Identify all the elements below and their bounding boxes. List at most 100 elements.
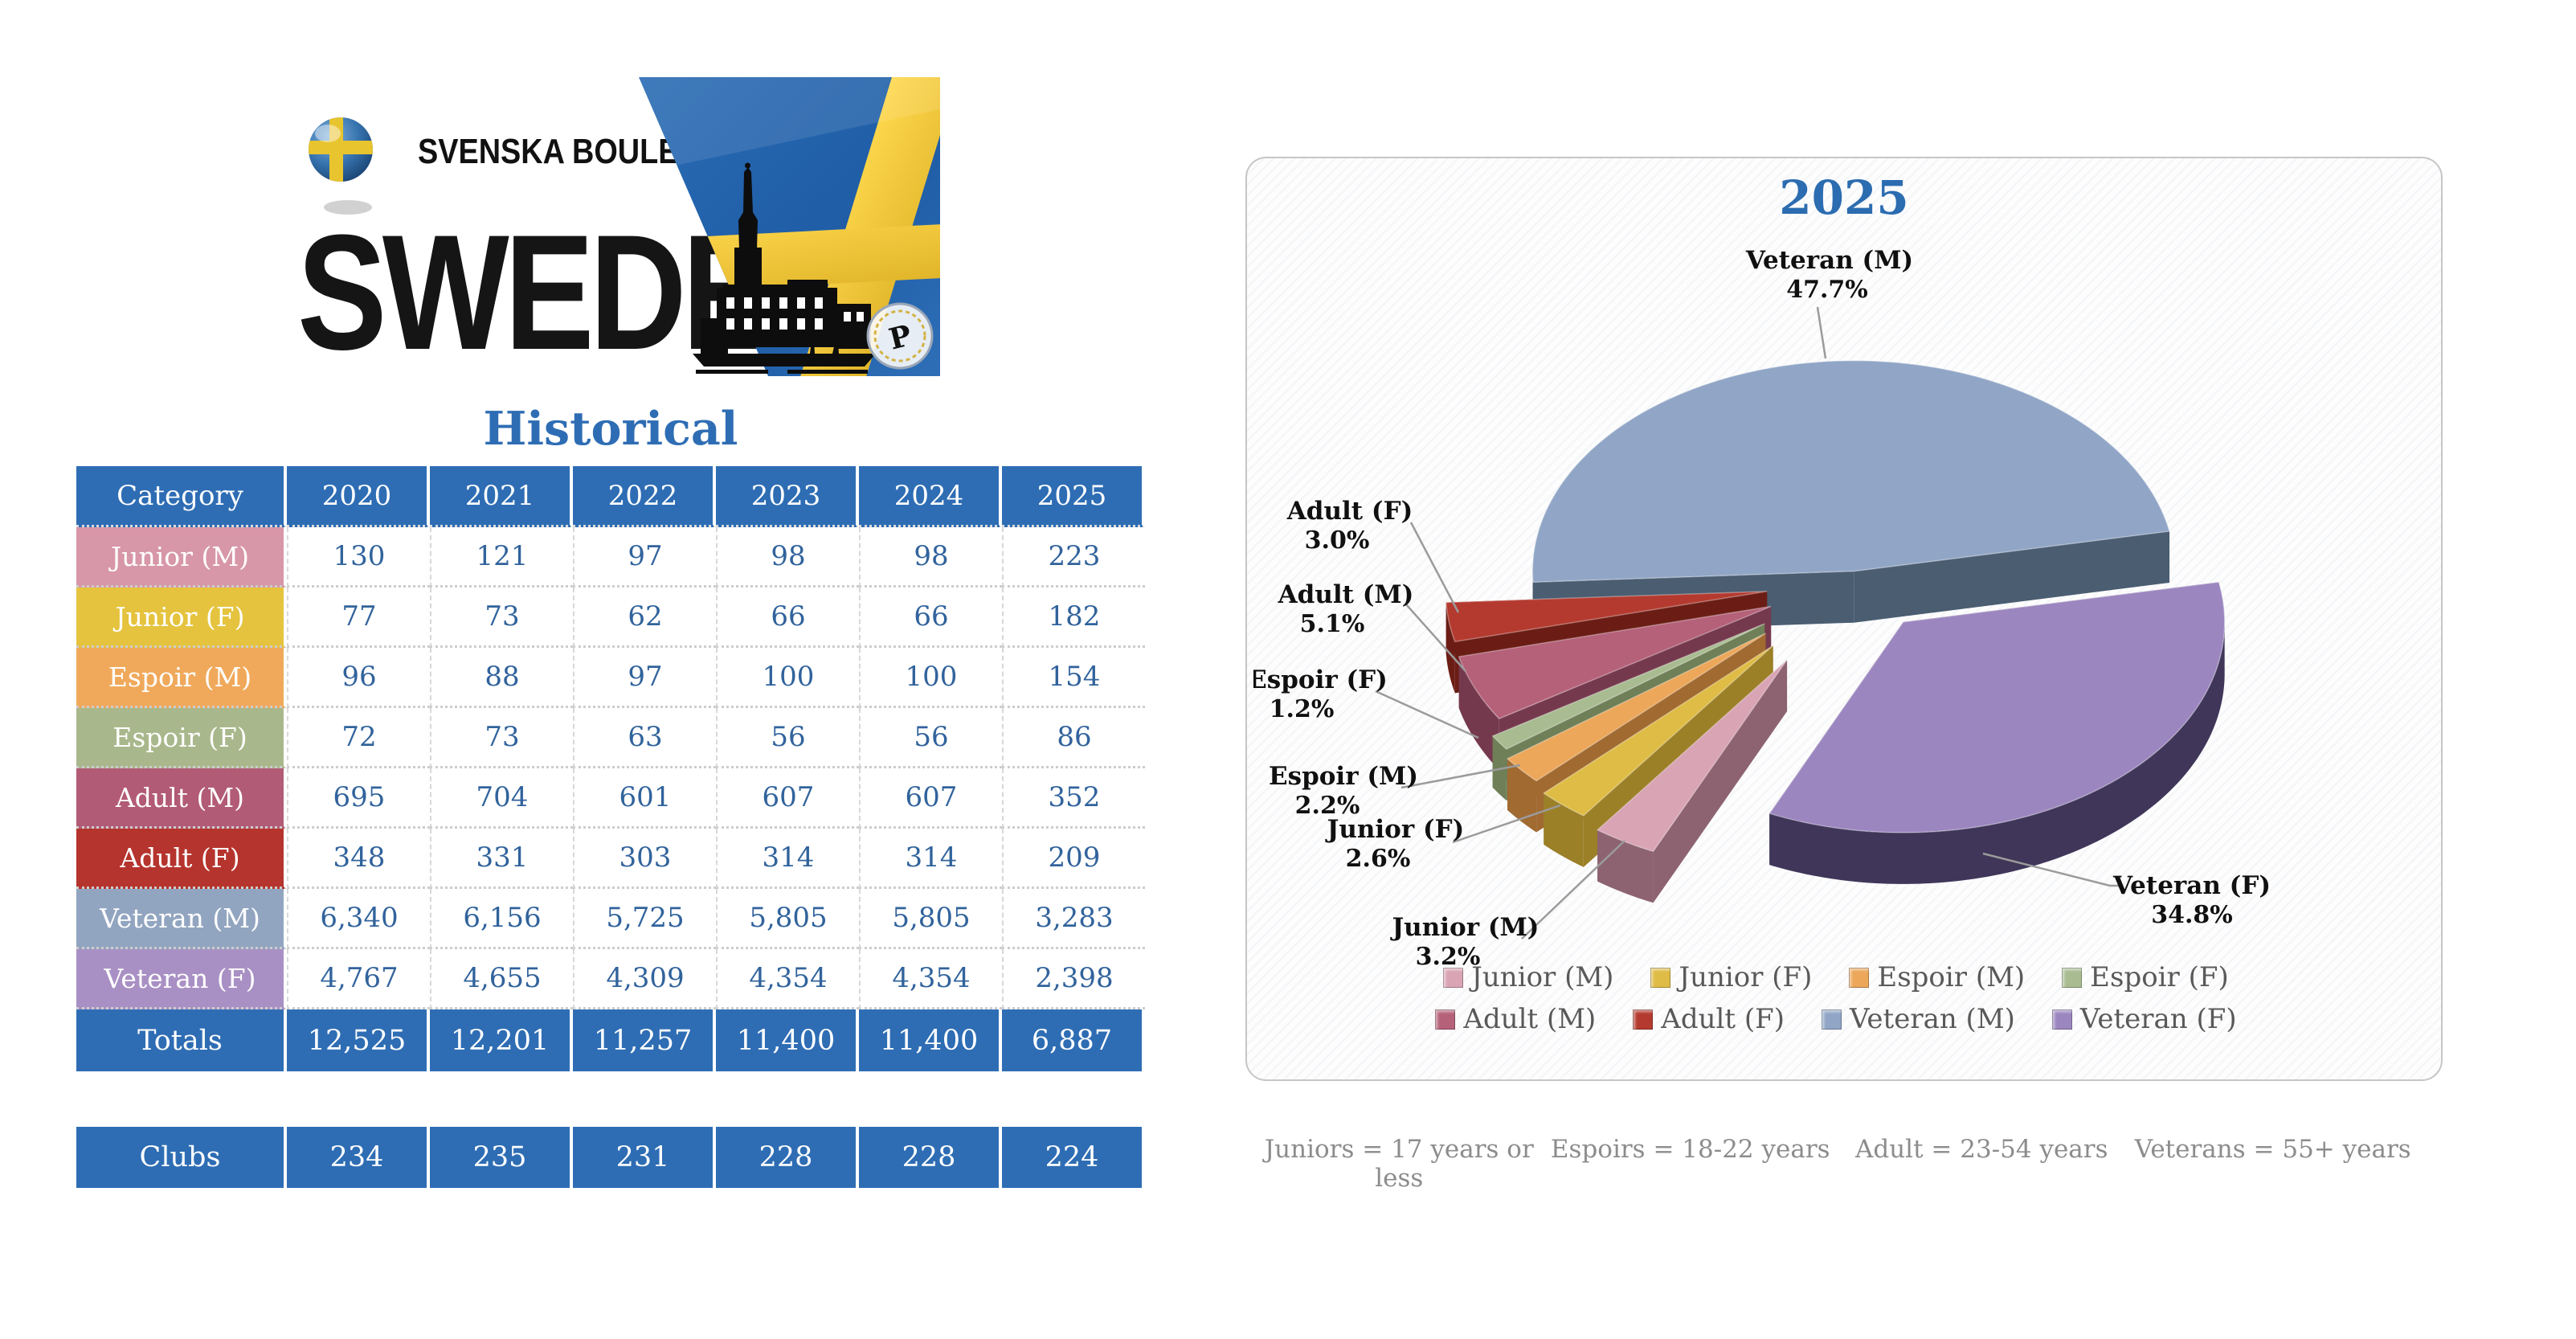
table-cell: 72 xyxy=(287,708,430,768)
table-cell: 66 xyxy=(716,588,859,648)
table-cell: 4,309 xyxy=(573,949,716,1009)
table-cell: 121 xyxy=(430,527,573,588)
legend-swatch-icon xyxy=(1435,1009,1456,1030)
pie-slice-percent: 34.8% xyxy=(2151,901,2233,929)
table-cell: 97 xyxy=(573,648,716,708)
clubs-cell: 224 xyxy=(1002,1127,1145,1188)
federation-badge: P xyxy=(866,302,934,370)
chart-panel xyxy=(1245,157,2443,1081)
stockholm-skyline xyxy=(693,162,876,374)
totals-cell: 12,201 xyxy=(430,1009,573,1071)
pie-slice xyxy=(1506,633,1766,782)
legend-label: Espoir (M) xyxy=(1877,961,2026,993)
table-cell: 2,398 xyxy=(1002,949,1145,1009)
legend-swatch-icon xyxy=(2051,1009,2072,1030)
age-definition-note: Juniors = 17 years or less xyxy=(1264,1135,1534,1193)
column-header-year: 2020 xyxy=(287,466,430,527)
column-header-year: 2025 xyxy=(1002,466,1145,527)
legend-item: Veteran (M) xyxy=(1821,1003,2015,1035)
table-cell: 352 xyxy=(1002,768,1145,829)
table-cell: 62 xyxy=(573,588,716,648)
legend-label: Junior (M) xyxy=(1471,961,1614,993)
table-cell: 98 xyxy=(716,527,859,588)
legend-item: Adult (F) xyxy=(1633,1003,1785,1035)
table-cell: 130 xyxy=(287,527,430,588)
table-title: Historical xyxy=(483,402,738,456)
table-cell: 100 xyxy=(859,648,1002,708)
table-cell: 314 xyxy=(716,829,859,889)
totals-label: Totals xyxy=(76,1009,287,1071)
clubs-label: Clubs xyxy=(76,1127,287,1188)
table-cell: 73 xyxy=(430,708,573,768)
pie-slice-side xyxy=(1854,530,2170,623)
table-cell: 97 xyxy=(573,527,716,588)
row-label: Junior (M) xyxy=(76,527,287,588)
legend-item: Veteran (F) xyxy=(2051,1003,2237,1035)
legend-label: Veteran (F) xyxy=(2079,1003,2237,1035)
totals-cell: 12,525 xyxy=(287,1009,430,1071)
legend-label: Espoir (F) xyxy=(2090,961,2229,993)
totals-cell: 11,400 xyxy=(716,1009,859,1071)
table-cell: 4,354 xyxy=(716,949,859,1009)
pie-slice xyxy=(1768,581,2226,833)
clubs-cell: 231 xyxy=(573,1127,716,1188)
table-cell: 96 xyxy=(287,648,430,708)
legend-label: Adult (F) xyxy=(1661,1003,1785,1035)
pie-slice-label: Junior (M) xyxy=(1390,913,1539,942)
pie-slice-percent: 1.2% xyxy=(1270,695,1335,723)
table-cell: 331 xyxy=(430,829,573,889)
table-cell: 86 xyxy=(1002,708,1145,768)
table-cell: 73 xyxy=(430,588,573,648)
pie-slice-label: Veteran (M) xyxy=(1745,246,1913,275)
table-cell: 607 xyxy=(716,768,859,829)
table-cell: 66 xyxy=(859,588,1002,648)
table-cell: 5,805 xyxy=(716,889,859,949)
chart-title: 2025 xyxy=(1779,170,1909,225)
legend-label: Junior (F) xyxy=(1678,961,1813,993)
boule-ball-logo xyxy=(309,117,373,215)
pie-label-leader-line xyxy=(1816,306,1827,359)
table-cell: 5,805 xyxy=(859,889,1002,949)
legend-swatch-icon xyxy=(1443,967,1464,988)
pie-slice-rim xyxy=(1445,602,1455,694)
pie-slice-label: Espoir (F) xyxy=(1253,665,1388,694)
age-definition-note: Veterans = 55+ years xyxy=(2134,1135,2411,1164)
totals-cell: 6,887 xyxy=(1002,1009,1145,1071)
legend-item: Espoir (F) xyxy=(2062,961,2229,993)
pie-slice xyxy=(1531,359,2171,584)
table-cell: 98 xyxy=(859,527,1002,588)
clubs-cell: 228 xyxy=(716,1127,859,1188)
table-cell: 223 xyxy=(1002,527,1145,588)
legend-item: Adult (M) xyxy=(1435,1003,1596,1035)
table-cell: 348 xyxy=(287,829,430,889)
table-cell: 314 xyxy=(859,829,1002,889)
table-cell: 303 xyxy=(573,829,716,889)
pie-slice-percent: 47.7% xyxy=(1786,276,1868,304)
row-label: Adult (M) xyxy=(76,768,287,829)
table-cell: 88 xyxy=(430,648,573,708)
legend-row-1: Junior (M) Junior (F) Espoir (M) Espoir (F) xyxy=(1443,961,2229,993)
row-label: Veteran (M) xyxy=(76,889,287,949)
pie-label-leader-line xyxy=(1452,804,1561,844)
legend-item: Espoir (M) xyxy=(1849,961,2025,993)
pie-label-leader-line xyxy=(1375,690,1479,739)
row-label: Junior (F) xyxy=(76,588,287,648)
legend-label: Veteran (M) xyxy=(1849,1003,2015,1035)
table-cell: 56 xyxy=(859,708,1002,768)
table-cell: 182 xyxy=(1002,588,1145,648)
pie-slice-rim xyxy=(1597,829,1654,903)
totals-cell: 11,257 xyxy=(573,1009,716,1071)
pie-slice xyxy=(1491,623,1765,750)
legend-label: Adult (M) xyxy=(1463,1003,1597,1035)
table-cell: 4,655 xyxy=(430,949,573,1009)
pie-slice-label: Junior (F) xyxy=(1325,815,1465,844)
row-label: Espoir (F) xyxy=(76,708,287,768)
legend-swatch-icon xyxy=(1650,967,1671,988)
sweden-flag-graphic: P xyxy=(639,77,940,376)
column-header-category: Category xyxy=(76,466,287,527)
age-definition-note: Adult = 23-54 years xyxy=(1854,1135,2108,1164)
pie-slice-percent: 2.2% xyxy=(1295,792,1360,820)
table-cell: 607 xyxy=(859,768,1002,829)
pie-slice xyxy=(1445,590,1768,643)
